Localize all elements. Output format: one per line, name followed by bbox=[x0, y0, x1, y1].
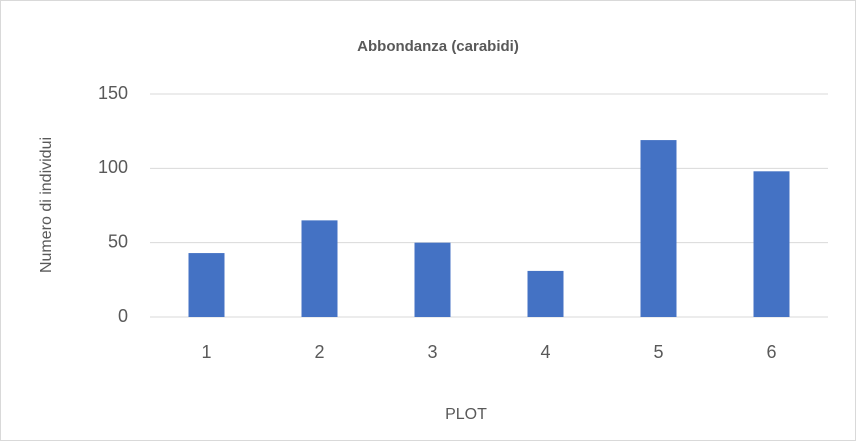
y-axis-label: Numero di individui bbox=[38, 137, 55, 273]
y-tick-label: 0 bbox=[118, 306, 128, 326]
x-tick-label: 6 bbox=[766, 342, 776, 362]
x-tick-label: 5 bbox=[653, 342, 663, 362]
bar bbox=[753, 171, 790, 317]
x-tick-label: 1 bbox=[201, 342, 211, 362]
y-tick-label: 50 bbox=[108, 231, 128, 251]
bar bbox=[640, 140, 677, 317]
bar bbox=[414, 242, 451, 317]
bar bbox=[527, 270, 564, 317]
bar bbox=[301, 220, 338, 317]
x-tick-label: 4 bbox=[540, 342, 550, 362]
chart-title: Abbondanza (carabidi) bbox=[357, 38, 519, 55]
y-tick-label: 100 bbox=[98, 157, 128, 177]
x-axis-label: PLOT bbox=[445, 406, 487, 423]
x-tick-label: 3 bbox=[427, 342, 437, 362]
y-tick-label: 150 bbox=[98, 83, 128, 103]
x-tick-label: 2 bbox=[314, 342, 324, 362]
bar bbox=[188, 253, 225, 317]
